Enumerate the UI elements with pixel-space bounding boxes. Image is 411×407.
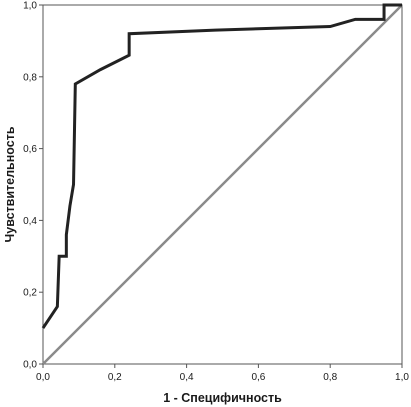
roc-curve-line <box>41 3 402 329</box>
y-tick-label: 0,4 <box>23 216 37 227</box>
x-tick-label: 0,2 <box>108 372 122 383</box>
y-tick-label: 1,0 <box>23 1 37 12</box>
y-tick-label: 0,6 <box>23 144 37 155</box>
series-layer <box>41 3 403 365</box>
y-axis-title: Чувствительность <box>3 126 17 242</box>
reference-diagonal-line <box>42 4 403 365</box>
y-tick-label: 0,0 <box>23 360 37 371</box>
x-tick-label: 1,0 <box>395 372 409 383</box>
x-tick-label: 0,4 <box>180 372 194 383</box>
x-axis-title: 1 - Специфичность <box>163 391 282 405</box>
ticks-layer: 0,0 0,2 0,4 0,6 0,8 1,0 0,0 0,2 0,4 0,6 0,8 1,0 <box>23 1 409 384</box>
x-tick-label: 0,6 <box>251 372 265 383</box>
x-tick-label: 0,8 <box>323 372 337 383</box>
y-tick-label: 0,8 <box>23 72 37 83</box>
x-tick-label: 0,0 <box>36 372 50 383</box>
y-tick-label: 0,2 <box>23 288 37 299</box>
